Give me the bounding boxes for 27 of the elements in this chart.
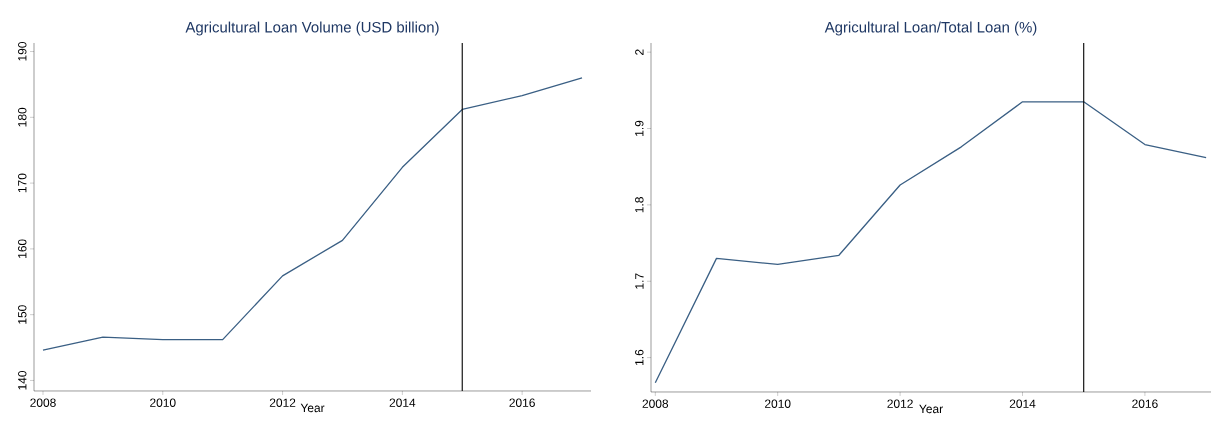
x-tick-label: 2012 [887,399,913,408]
chart-title: Agricultural Loan/Total Loan (%) [824,21,1037,36]
y-tick-label: 170 [18,173,27,193]
x-tick-label: 2010 [150,398,176,407]
x-tick-label: 2016 [509,398,535,407]
y-tick-label: 1.8 [635,197,644,213]
x-tick-label: 2010 [765,399,791,408]
x-tick-label: 2016 [1132,399,1158,408]
chart-title: Agricultural Loan Volume (USD billion) [185,21,439,36]
x-axis-title: Year [300,403,325,413]
y-tick-label: 1.6 [635,349,644,366]
y-tick-label: 1.7 [635,273,644,289]
x-tick-label: 2014 [389,398,416,407]
y-tick-label: 180 [18,107,27,127]
y-tick-label: 2 [635,49,644,55]
y-tick-label: 1.9 [635,120,644,136]
x-axis-title: Year [919,404,943,414]
x-tick-label: 2014 [1009,399,1036,408]
line-series [42,77,583,351]
x-tick-label: 2012 [269,398,296,407]
y-tick-label: 150 [18,305,27,324]
y-tick-label: 190 [18,42,27,61]
x-tick-label: 2008 [30,398,56,407]
x-tick-label: 2008 [642,399,669,408]
line-series [654,101,1207,384]
y-tick-label: 160 [18,239,27,258]
y-tick-label: 140 [18,370,27,390]
